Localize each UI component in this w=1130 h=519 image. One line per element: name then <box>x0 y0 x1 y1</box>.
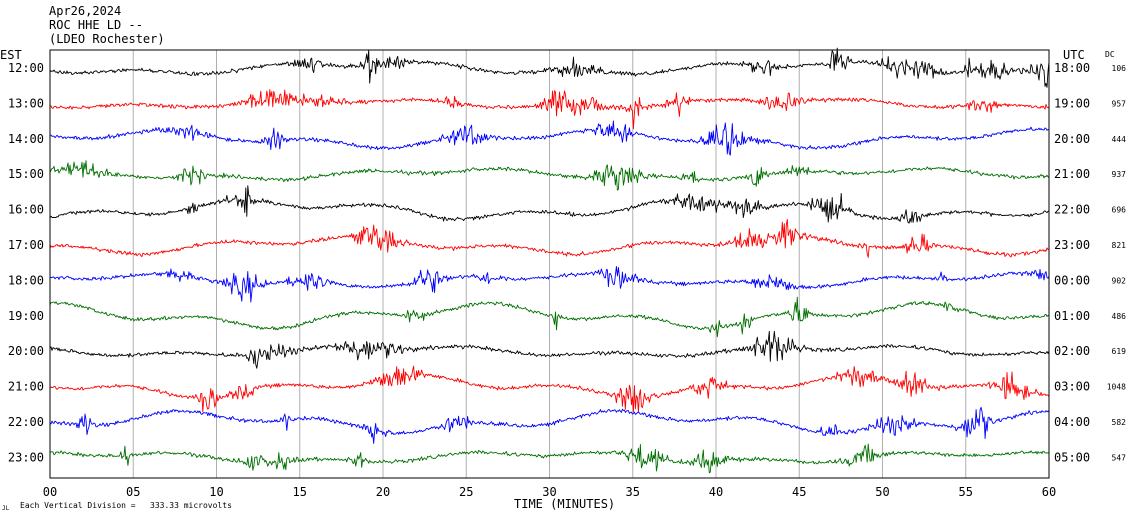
vertical-division-scale: 333.33 microvolts <box>150 501 232 510</box>
chart-date: Apr26,2024 <box>49 4 122 18</box>
trace-1400 <box>49 120 1050 156</box>
trace-1800 <box>49 265 1050 303</box>
x-tick-30: 30 <box>542 485 556 499</box>
trace-2000 <box>49 330 1050 369</box>
trace-1700 <box>49 219 1050 258</box>
utc-label-0500: 05:00 <box>1054 450 1090 464</box>
station-code: ROC HHE LD -- <box>49 18 143 32</box>
est-label-2100: 21:00 <box>8 380 44 394</box>
utc-hour-labels: 18:00 19:00 20:00 21:00 22:00 23:00 00:00 01:00… <box>1054 61 1090 464</box>
x-tick-00: 00 <box>43 485 57 499</box>
utc-label-1900: 19:00 <box>1054 96 1090 110</box>
est-label-1500: 15:00 <box>8 167 44 181</box>
est-label-2000: 20:00 <box>8 344 44 358</box>
trace-1900 <box>49 296 1050 338</box>
x-tick-40: 40 <box>709 485 723 499</box>
dc-label-2: 444 <box>1112 135 1127 144</box>
trace-1200 <box>49 47 1050 88</box>
grid <box>132 50 967 478</box>
utc-label-2200: 22:00 <box>1054 203 1090 217</box>
dc-label-5: 821 <box>1112 241 1127 250</box>
est-axis-title: EST <box>0 48 22 62</box>
x-tick-20: 20 <box>376 485 390 499</box>
x-tick-labels: 00 05 10 15 20 25 30 35 40 45 50 55 60 <box>43 485 1056 499</box>
footer-mark: JL <box>2 505 10 512</box>
trace-1600 <box>49 185 1050 224</box>
dc-label-0: 106 <box>1112 64 1127 73</box>
est-label-1800: 18:00 <box>8 273 44 287</box>
dc-label-9: 1048 <box>1107 383 1126 392</box>
utc-label-2300: 23:00 <box>1054 238 1090 252</box>
plot-frame <box>49 49 1050 479</box>
x-tick-50: 50 <box>875 485 889 499</box>
utc-label-2000: 20:00 <box>1054 132 1090 146</box>
dc-label-1: 957 <box>1112 99 1127 108</box>
dc-offset-labels: 106 957 444 937 696 821 902 486 619 1048 582 547 <box>1107 64 1126 462</box>
utc-axis-title: UTC <box>1063 48 1085 62</box>
utc-label-2100: 21:00 <box>1054 167 1090 181</box>
x-tick-25: 25 <box>459 485 473 499</box>
trace-2100 <box>49 365 1050 413</box>
vertical-division-note: Each Vertical Division = <box>20 501 136 510</box>
utc-label-1800: 18:00 <box>1054 61 1090 75</box>
utc-label-0200: 02:00 <box>1054 344 1090 358</box>
trace-1500 <box>49 160 1050 191</box>
trace-2200 <box>49 406 1050 444</box>
x-tick-15: 15 <box>293 485 307 499</box>
x-tick-35: 35 <box>626 485 640 499</box>
dc-column-title: DC <box>1105 50 1115 59</box>
est-label-2200: 22:00 <box>8 415 44 429</box>
dc-label-11: 547 <box>1112 453 1127 462</box>
dc-label-7: 486 <box>1112 312 1127 321</box>
utc-label-0300: 03:00 <box>1054 380 1090 394</box>
station-location: (LDEO Rochester) <box>49 32 165 46</box>
est-label-2300: 23:00 <box>8 450 44 464</box>
est-hour-labels: 12:00 13:00 14:00 15:00 16:00 17:00 18:00 19:00… <box>8 61 44 464</box>
trace-2300 <box>49 443 1050 474</box>
x-tick-55: 55 <box>959 485 973 499</box>
x-tick-60: 60 <box>1042 485 1056 499</box>
x-axis-label: TIME (MINUTES) <box>514 497 615 511</box>
est-label-1900: 19:00 <box>8 309 44 323</box>
dc-label-4: 696 <box>1112 206 1127 215</box>
est-label-1300: 13:00 <box>8 96 44 110</box>
utc-label-0100: 01:00 <box>1054 309 1090 323</box>
est-label-1600: 16:00 <box>8 203 44 217</box>
seismic-traces <box>49 47 1050 474</box>
est-label-1700: 17:00 <box>8 238 44 252</box>
est-label-1400: 14:00 <box>8 132 44 146</box>
x-tick-05: 05 <box>126 485 140 499</box>
trace-1300 <box>50 89 1050 130</box>
utc-label-0000: 00:00 <box>1054 273 1090 287</box>
x-tick-45: 45 <box>792 485 806 499</box>
dc-label-8: 619 <box>1112 347 1127 356</box>
dc-label-6: 902 <box>1112 276 1127 285</box>
utc-label-0400: 04:00 <box>1054 415 1090 429</box>
x-tick-10: 10 <box>209 485 223 499</box>
dc-label-10: 582 <box>1112 418 1127 427</box>
est-label-1200: 12:00 <box>8 61 44 75</box>
dc-label-3: 937 <box>1112 170 1127 179</box>
